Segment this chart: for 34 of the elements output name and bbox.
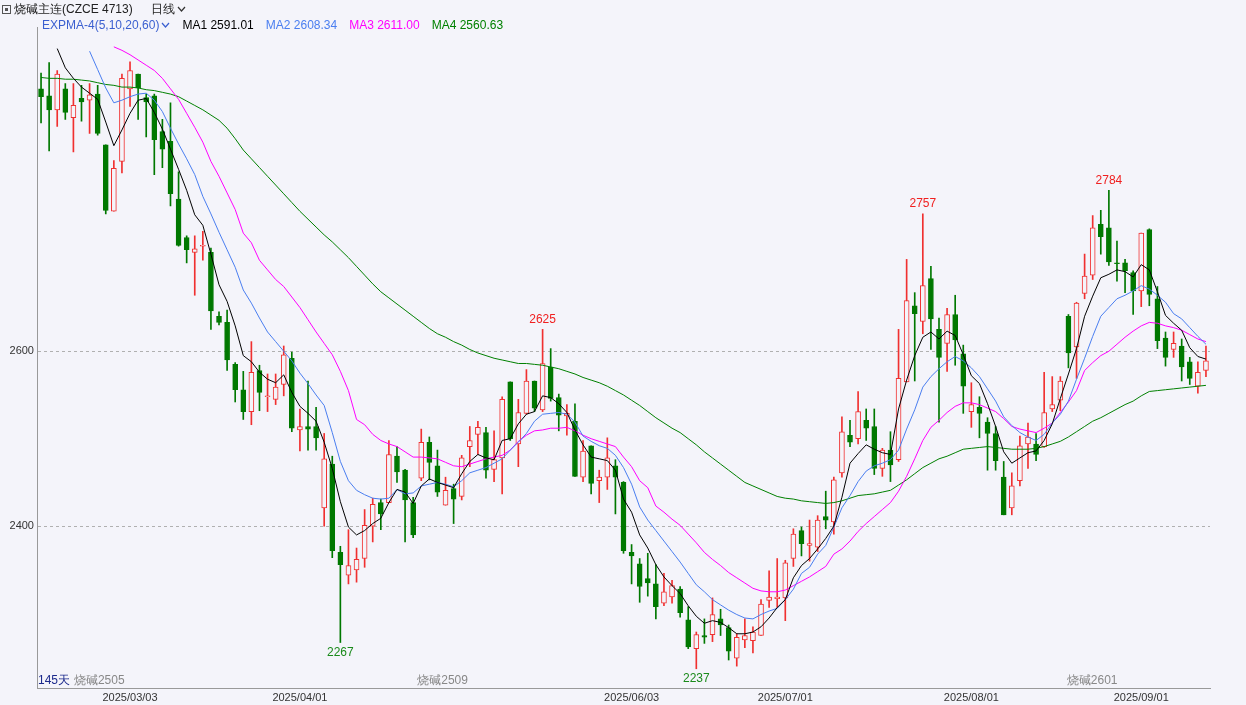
legend-title: EXPMA-4(5,10,20,60) bbox=[42, 18, 160, 32]
candlestick bbox=[644, 552, 651, 597]
annotation: 2784 bbox=[1095, 172, 1123, 187]
chart-title: 烧碱主连(CZCE 4713) bbox=[14, 0, 133, 18]
candlestick bbox=[911, 292, 918, 382]
x-tick-label: 2025/03/03 bbox=[102, 690, 158, 703]
text: MA2 2608.34 bbox=[265, 18, 338, 32]
annotation: 2625 bbox=[529, 311, 557, 326]
y-tick-label: 2600 bbox=[9, 344, 34, 357]
y-tick-label: 2400 bbox=[9, 519, 34, 532]
candlestick bbox=[1049, 376, 1056, 412]
candlestick bbox=[742, 618, 748, 649]
candlestick bbox=[200, 231, 206, 261]
candlestick bbox=[1114, 240, 1120, 282]
x-tick-label: 2025/09/01 bbox=[1113, 690, 1169, 703]
candlestick bbox=[297, 408, 303, 452]
text: MA3 2611.00 bbox=[349, 18, 420, 32]
text: MA1 2591.01 bbox=[182, 18, 254, 32]
x-tick-label: 2025/06/03 bbox=[604, 690, 660, 703]
annotation: 2237 bbox=[682, 671, 710, 686]
candlestick bbox=[766, 570, 772, 608]
x-tick-label: 2025/08/01 bbox=[943, 690, 999, 703]
text: MA4 2560.63 bbox=[431, 18, 504, 32]
annotation: 2757 bbox=[909, 196, 937, 211]
x-tick-label: 2025/04/01 bbox=[272, 690, 328, 703]
annotation: 烧碱2601 bbox=[1066, 673, 1118, 688]
candlestick bbox=[191, 235, 198, 296]
annotation: 145天 bbox=[38, 673, 71, 688]
x-tick-label: 2025/07/01 bbox=[757, 690, 813, 703]
candlestick bbox=[596, 469, 603, 503]
chart-subtitle: 日线 bbox=[150, 0, 175, 18]
annotation: 烧碱2505 bbox=[73, 673, 125, 688]
annotation: 2267 bbox=[327, 644, 355, 659]
annotation: 烧碱2509 bbox=[417, 673, 469, 688]
